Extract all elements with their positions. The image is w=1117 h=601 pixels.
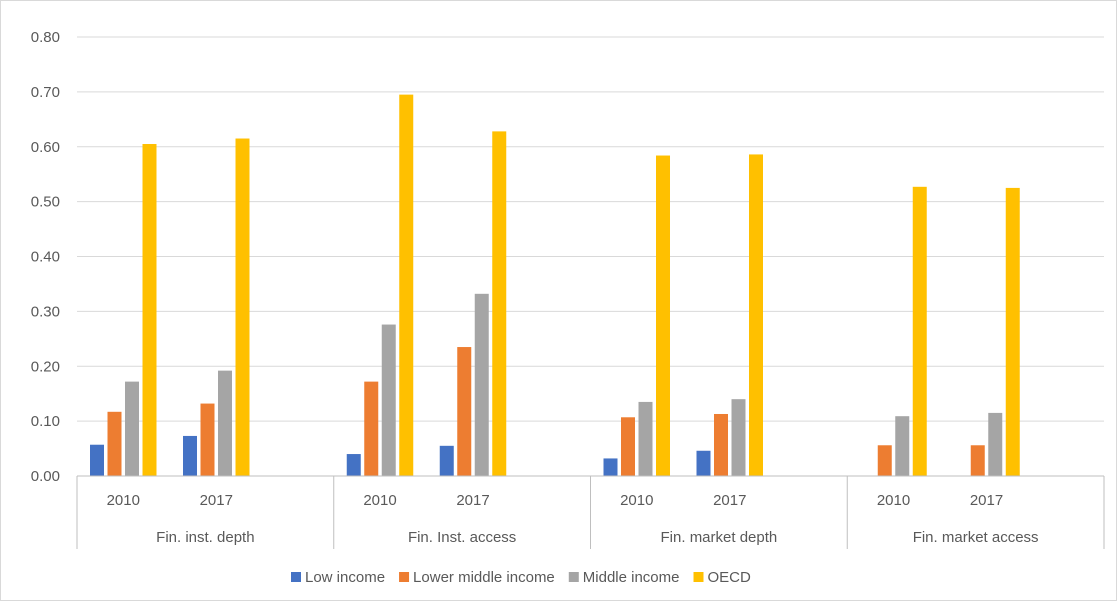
bar	[346, 454, 361, 476]
x-group-label: Fin. inst. depth	[156, 529, 254, 546]
bar	[638, 401, 653, 476]
x-tick-label: 2017	[970, 492, 1003, 509]
x-tick-label: 2010	[363, 492, 396, 509]
y-tick-label: 0.80	[31, 29, 60, 46]
bar	[399, 94, 414, 477]
bar	[142, 144, 157, 476]
y-tick-label: 0.40	[31, 249, 60, 266]
x-tick-label: 2010	[620, 492, 653, 509]
y-tick-label: 0.10	[31, 413, 60, 430]
bar	[877, 445, 892, 476]
bar	[457, 347, 472, 476]
bar	[381, 324, 396, 476]
bar	[218, 370, 232, 476]
bar	[714, 413, 728, 476]
legend-swatch	[568, 572, 579, 582]
bar	[912, 186, 927, 476]
x-group-label: Fin. Inst. access	[408, 529, 516, 546]
x-tick-label: 2017	[456, 492, 489, 509]
bar	[988, 412, 1003, 476]
bar	[492, 131, 507, 476]
bar	[439, 445, 454, 476]
bars	[90, 94, 1020, 477]
y-tick-label: 0.60	[31, 139, 60, 156]
bar	[90, 444, 104, 476]
bar	[603, 458, 618, 476]
bar	[235, 138, 250, 477]
x-tick-label: 2010	[107, 492, 140, 509]
y-tick-label: 0.00	[31, 468, 60, 485]
y-tick-label: 0.30	[31, 303, 60, 320]
bar	[125, 381, 139, 476]
bar	[970, 445, 985, 476]
bar	[183, 435, 197, 476]
y-tick-label: 0.20	[31, 358, 60, 375]
bar	[696, 450, 711, 476]
x-axis: 2010 2017 Fin. inst. depth 2010 2017 Fin. Ins…	[76, 475, 1105, 549]
legend-label: Middle income	[583, 569, 680, 586]
legend-swatch	[291, 572, 301, 582]
bar	[364, 381, 379, 476]
y-axis: 0.00 0.10 0.20 0.30 0.40 0.50 0.60 0.70 0.80	[31, 29, 60, 485]
bar	[621, 417, 635, 476]
legend-swatch	[399, 572, 410, 582]
legend-swatch	[693, 572, 704, 582]
x-tick-label: 2017	[713, 492, 746, 509]
legend-label: OECD	[708, 569, 752, 586]
bar	[200, 403, 215, 476]
y-tick-label: 0.70	[31, 84, 60, 101]
bar	[656, 155, 670, 476]
legend-label: Low income	[305, 569, 385, 586]
bar	[749, 154, 763, 476]
bar	[895, 416, 910, 476]
x-group-label: Fin. market depth	[661, 529, 778, 546]
bar	[1005, 187, 1020, 476]
legend: Low income Lower middle income Middle inco…	[291, 569, 751, 586]
x-tick-label: 2017	[200, 492, 233, 509]
x-tick-label: 2010	[877, 492, 910, 509]
gridlines	[77, 36, 1104, 422]
legend-label: Lower middle income	[413, 569, 555, 586]
x-group-label: Fin. market access	[913, 529, 1039, 546]
bar	[107, 411, 122, 476]
bar	[474, 293, 489, 476]
bar	[731, 399, 746, 476]
y-tick-label: 0.50	[31, 194, 60, 211]
